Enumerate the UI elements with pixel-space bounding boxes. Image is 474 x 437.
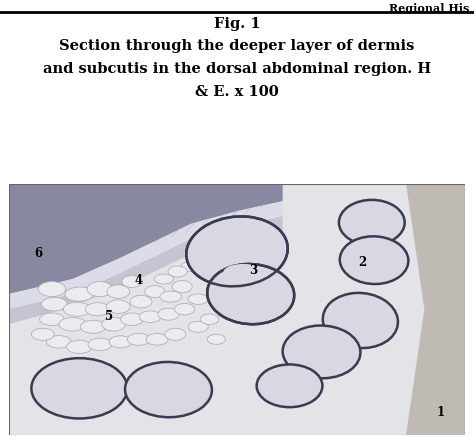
Ellipse shape	[256, 364, 322, 407]
Text: & E. x 100: & E. x 100	[195, 85, 279, 99]
Ellipse shape	[165, 328, 186, 340]
Ellipse shape	[128, 333, 150, 345]
Ellipse shape	[122, 275, 142, 288]
Ellipse shape	[139, 311, 161, 323]
Ellipse shape	[40, 313, 64, 326]
Ellipse shape	[66, 340, 92, 354]
Text: 4: 4	[135, 274, 143, 287]
Ellipse shape	[46, 336, 71, 348]
Ellipse shape	[102, 317, 126, 331]
Ellipse shape	[339, 200, 405, 245]
Ellipse shape	[59, 317, 86, 331]
Ellipse shape	[146, 333, 168, 345]
Ellipse shape	[181, 261, 201, 272]
Ellipse shape	[160, 291, 182, 302]
Ellipse shape	[41, 297, 67, 311]
Ellipse shape	[207, 264, 294, 324]
Ellipse shape	[201, 314, 219, 325]
Text: and subcutis in the dorsal abdominal region. H: and subcutis in the dorsal abdominal reg…	[43, 62, 431, 76]
Ellipse shape	[158, 308, 179, 320]
Ellipse shape	[38, 281, 65, 297]
Ellipse shape	[65, 287, 94, 301]
Ellipse shape	[174, 303, 194, 315]
Ellipse shape	[223, 264, 264, 281]
Ellipse shape	[85, 303, 110, 316]
Ellipse shape	[130, 295, 152, 308]
Ellipse shape	[107, 285, 129, 298]
Ellipse shape	[80, 320, 106, 333]
Text: 3: 3	[249, 264, 257, 277]
Text: 1: 1	[436, 406, 445, 419]
Ellipse shape	[188, 294, 208, 305]
Text: 6: 6	[34, 247, 42, 260]
Ellipse shape	[188, 321, 208, 332]
Ellipse shape	[168, 266, 187, 277]
Polygon shape	[9, 184, 283, 294]
Ellipse shape	[88, 338, 112, 350]
Ellipse shape	[87, 281, 113, 297]
Ellipse shape	[186, 216, 288, 286]
Text: 5: 5	[105, 310, 113, 323]
Ellipse shape	[323, 293, 398, 348]
Ellipse shape	[120, 313, 143, 326]
Text: 2: 2	[358, 256, 367, 269]
Polygon shape	[9, 216, 283, 324]
Ellipse shape	[207, 334, 226, 344]
Ellipse shape	[31, 328, 54, 340]
Ellipse shape	[196, 268, 214, 280]
Ellipse shape	[125, 362, 212, 417]
Ellipse shape	[172, 281, 192, 293]
Ellipse shape	[31, 358, 128, 419]
Text: Regional His: Regional His	[389, 3, 469, 14]
Ellipse shape	[109, 336, 132, 348]
Polygon shape	[406, 184, 465, 435]
Ellipse shape	[340, 236, 409, 284]
Ellipse shape	[155, 274, 173, 284]
Ellipse shape	[145, 285, 165, 298]
Text: Section through the deeper layer of dermis: Section through the deeper layer of derm…	[59, 39, 415, 53]
Ellipse shape	[283, 326, 360, 378]
Polygon shape	[9, 201, 283, 309]
Text: Fig. 1: Fig. 1	[214, 17, 260, 31]
Ellipse shape	[106, 300, 130, 313]
Ellipse shape	[64, 302, 91, 316]
